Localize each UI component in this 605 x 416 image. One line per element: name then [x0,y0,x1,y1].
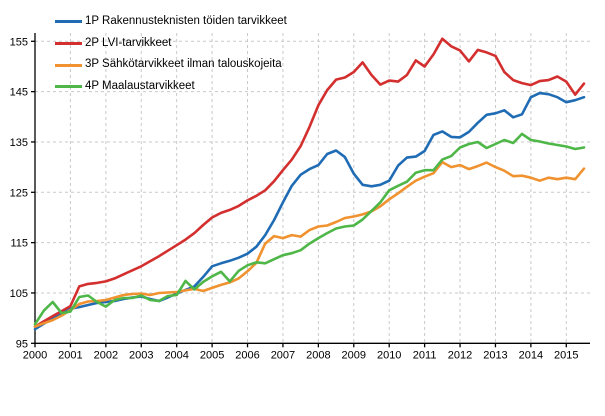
y-tick-label: 95 [16,338,28,350]
legend-label: 4P Maalaustarvikkeet [85,80,195,93]
y-tick-label: 145 [10,87,28,99]
x-tick-label: 2009 [342,349,366,361]
x-tick-label: 2004 [164,349,188,361]
series-line [33,132,586,326]
y-tick-label: 155 [10,36,28,48]
x-tick-label: 2007 [271,349,295,361]
legend-line-swatch [55,63,82,67]
chart-legend: 1P Rakennusteknisten töiden tarvikkeet 2P… [55,11,287,98]
legend-line-swatch [55,85,82,89]
x-tick-label: 2015 [554,349,578,361]
legend-label: 2P LVI-tarvikkeet [85,36,172,49]
x-tick-label: 2011 [413,349,437,361]
legend-line-swatch [55,20,82,24]
x-tick-label: 2005 [200,349,224,361]
legend-item: 4P Maalaustarvikkeet [55,76,287,98]
x-tick-label: 2001 [58,349,82,361]
legend-item: 2P LVI-tarvikkeet [55,33,287,55]
legend-line-swatch [55,42,82,46]
legend-label: 1P Rakennusteknisten töiden tarvikkeet [85,15,287,28]
x-tick-label: 2013 [483,349,507,361]
x-tick-label: 2014 [519,349,543,361]
series-line [33,37,586,329]
x-tick-label: 2000 [23,349,47,361]
y-tick-label: 115 [10,238,28,250]
x-tick-label: 2010 [377,349,401,361]
y-tick-label: 125 [10,187,28,199]
x-tick-label: 2008 [306,349,330,361]
x-tick-label: 2006 [235,349,259,361]
y-tick-label: 105 [10,288,28,300]
series-line [33,160,586,329]
legend-label: 3P Sähkötarvikkeet ilman talouskojeita [85,58,282,71]
x-tick-label: 2003 [129,349,153,361]
x-tick-label: 2002 [94,349,118,361]
x-tick-label: 2012 [448,349,472,361]
y-tick-label: 135 [10,137,28,149]
legend-item: 1P Rakennusteknisten töiden tarvikkeet [55,11,287,33]
legend-item: 3P Sähkötarvikkeet ilman talouskojeita [55,54,287,76]
